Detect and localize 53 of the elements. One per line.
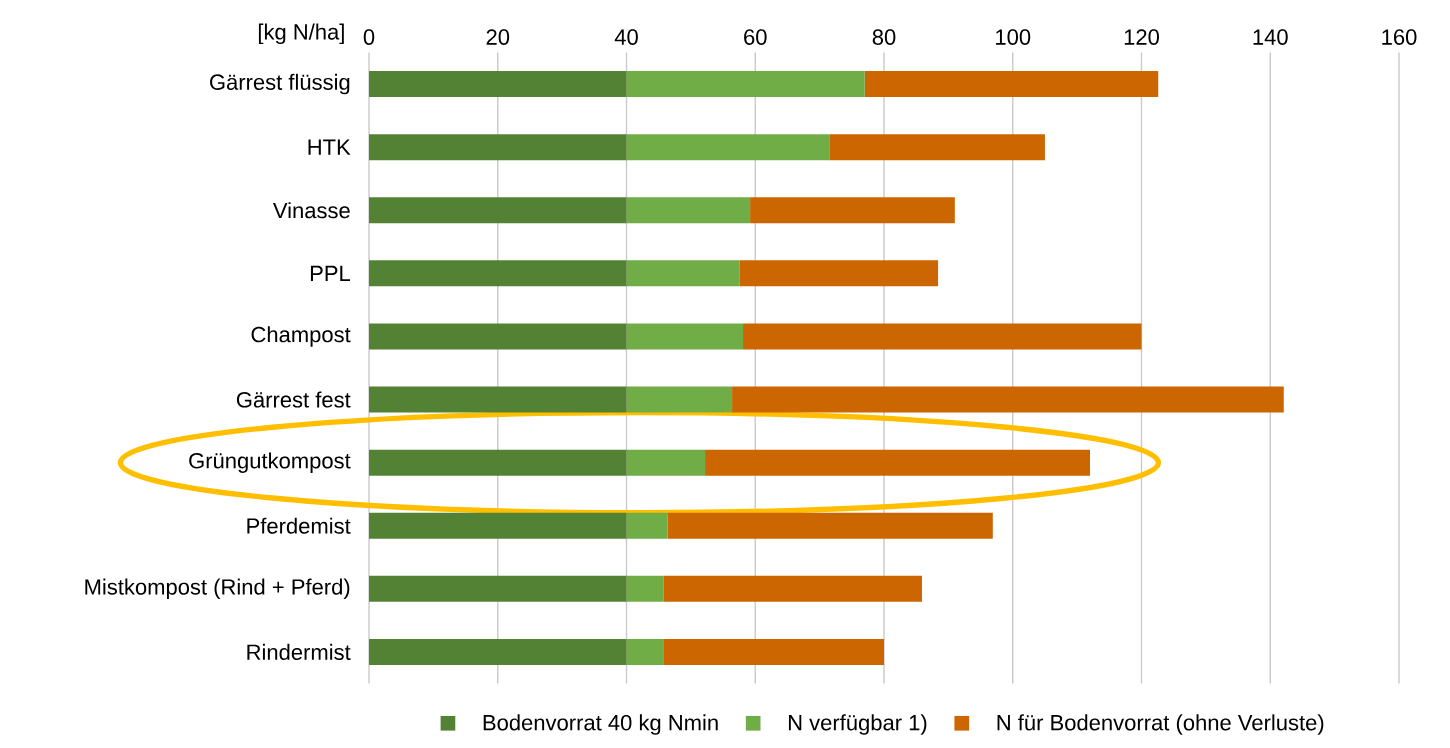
bar (626, 197, 751, 224)
x-axis-title: [kg N/ha] (258, 23, 344, 45)
x-tick-label: 0 (363, 29, 375, 45)
x-tick-label: 40 (614, 29, 638, 45)
x-tick-label: 20 (486, 29, 510, 45)
bar (369, 260, 627, 287)
bar (667, 512, 993, 539)
y-tick-label: Pferdemist (247, 517, 351, 534)
bar (369, 71, 627, 98)
y-tick-label: Rindermist (247, 643, 351, 661)
bar (626, 386, 733, 413)
y-tick-label: Mistkompost (Rind + Pferd) (85, 578, 350, 600)
legend-label: Bodenvorrat 40 kg Nmin (483, 714, 718, 735)
legend-label: N für Bodenvorrat (ohne Verluste) (997, 714, 1324, 735)
bar (732, 386, 1284, 413)
bar (369, 575, 627, 602)
x-tick-label: 80 (872, 29, 896, 45)
x-tick-label: 160 (1382, 29, 1417, 45)
bar (369, 386, 627, 413)
bar (663, 575, 922, 602)
bar (626, 323, 744, 350)
x-tick-label: 100 (996, 29, 1031, 45)
bar (369, 449, 627, 476)
bar (626, 449, 706, 476)
bar (369, 512, 627, 539)
y-tick-label: PPL (310, 265, 350, 281)
x-tick-label: 60 (744, 29, 767, 45)
y-tick-label: Gärrest fest (236, 391, 351, 408)
bar (829, 134, 1045, 161)
bar (705, 449, 1090, 476)
bar (864, 71, 1159, 98)
x-tick-label: 120 (1124, 29, 1159, 45)
legend-label: N verfügbar 1) (788, 714, 927, 735)
bar (369, 323, 627, 350)
y-tick-label: Gärrest flüssig (210, 73, 350, 95)
bar (369, 197, 627, 224)
bar (626, 260, 740, 287)
bar (369, 638, 627, 665)
bar (663, 638, 884, 665)
y-tick-label: HTK (308, 139, 351, 155)
bar (750, 197, 955, 224)
bar (626, 134, 830, 161)
bar (626, 512, 668, 539)
x-tick-label: 140 (1253, 29, 1288, 45)
bar (626, 575, 664, 602)
y-tick-label: Vinasse (272, 202, 350, 219)
bar (626, 638, 664, 665)
y-tick-label: Grüngutkompost (189, 452, 351, 473)
bar (743, 323, 1142, 350)
y-tick-label: Champost (251, 326, 351, 347)
bar (739, 260, 939, 287)
bar (369, 134, 627, 161)
bar (626, 71, 865, 98)
